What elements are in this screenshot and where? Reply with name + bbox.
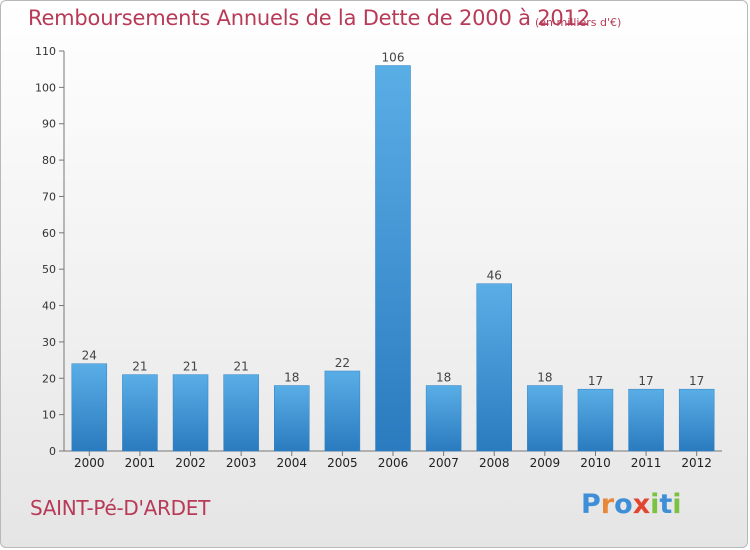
y-tick-label: 60 (42, 227, 56, 240)
bar (577, 388, 614, 452)
x-tick-label: 2007 (428, 456, 459, 470)
proxiti-logo: Proxiti (581, 489, 682, 520)
y-tick-label: 70 (42, 190, 56, 203)
bar (122, 374, 158, 452)
bar (223, 374, 259, 452)
logo-letter: P (581, 489, 601, 520)
x-tick-label: 2008 (479, 456, 510, 470)
logo-letter: r (600, 489, 615, 520)
bar-value-label: 18 (436, 371, 451, 385)
y-tick-label: 90 (42, 118, 56, 131)
y-tick-label: 30 (42, 336, 56, 349)
bar (324, 370, 361, 452)
bar-value-label: 46 (487, 269, 502, 283)
y-tick-label: 50 (42, 263, 56, 276)
x-tick-label: 2001 (125, 456, 156, 470)
bar-value-label: 22 (335, 356, 350, 370)
bar-value-label: 21 (234, 360, 249, 374)
x-tick-label: 2000 (74, 456, 105, 470)
chart-title: Remboursements Annuels de la Dette de 20… (28, 6, 590, 30)
y-tick-label: 10 (42, 409, 56, 422)
x-tick-label: 2012 (681, 456, 712, 470)
logo-letter: o (614, 489, 633, 520)
bar (172, 374, 209, 452)
logo-letter: i (650, 489, 660, 520)
bar-value-label: 17 (638, 374, 653, 388)
x-tick-label: 2011 (631, 456, 662, 470)
bar (71, 363, 108, 452)
x-tick-label: 2004 (276, 456, 307, 470)
y-tick-label: 20 (42, 372, 56, 385)
logo-letter: i (672, 489, 682, 520)
bar (628, 388, 664, 452)
bar (375, 65, 411, 452)
commune-name: SAINT-Pé-D'ARDET (30, 496, 211, 520)
logo-letter: t (659, 489, 673, 520)
bar-value-label: 21 (132, 360, 147, 374)
bar-value-label: 21 (183, 360, 198, 374)
bar (425, 385, 462, 452)
bar-value-label: 17 (588, 374, 603, 388)
y-tick-label: 110 (35, 45, 56, 58)
x-tick-label: 2010 (580, 456, 611, 470)
bar (476, 283, 512, 452)
bar-value-label: 17 (689, 374, 704, 388)
x-tick-label: 2002 (175, 456, 206, 470)
y-tick-label: 100 (35, 81, 56, 94)
bar-value-label: 24 (82, 349, 97, 363)
y-tick-label: 80 (42, 154, 56, 167)
chart-unit: (en milliers d'€) (535, 16, 622, 29)
bar (678, 388, 715, 452)
bar-value-label: 18 (284, 371, 299, 385)
x-tick-label: 2009 (530, 456, 561, 470)
bar-value-label: 106 (382, 51, 405, 65)
x-tick-label: 2003 (226, 456, 257, 470)
bar (274, 385, 310, 452)
y-tick-label: 0 (49, 445, 56, 458)
x-tick-label: 2006 (378, 456, 409, 470)
y-tick-label: 40 (42, 300, 56, 313)
x-tick-label: 2005 (327, 456, 358, 470)
bar (527, 385, 563, 452)
logo-letter: x (632, 489, 651, 520)
bar-value-label: 18 (537, 371, 552, 385)
